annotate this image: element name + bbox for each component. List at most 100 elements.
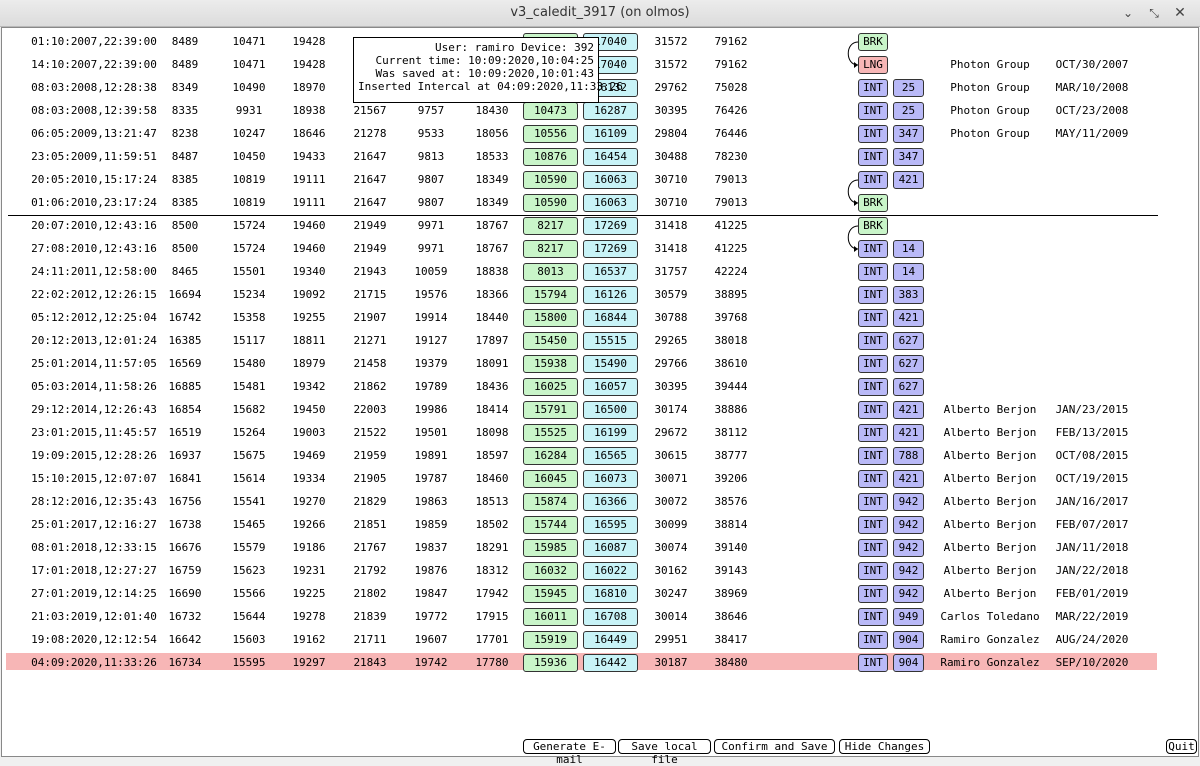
green-value-field[interactable]: 15791 bbox=[523, 401, 578, 419]
type-badge[interactable]: INT bbox=[858, 516, 888, 534]
table-row[interactable]: 27:08:2010,12:43:16 8500 15724 19460 21949 99… bbox=[2, 238, 1198, 260]
table-row[interactable]: 23:01:2015,11:45:57 16519 15264 19003 21522 1… bbox=[2, 422, 1198, 444]
cyan-value-field[interactable]: 16366 bbox=[583, 493, 638, 511]
cyan-value-field[interactable]: 16063 bbox=[583, 171, 638, 189]
table-row-selected[interactable]: 04:09:2020,11:33:26 16734 15595 19297 21843 1… bbox=[2, 652, 1198, 674]
interval-badge[interactable]: 942 bbox=[893, 562, 924, 580]
quit-button[interactable]: Quit bbox=[1166, 739, 1197, 754]
table-row[interactable]: 23:05:2009,11:59:51 8487 10450 19433 21647 98… bbox=[2, 146, 1198, 168]
cyan-value-field[interactable]: 16109 bbox=[583, 125, 638, 143]
cyan-value-field[interactable]: 16449 bbox=[583, 631, 638, 649]
cyan-value-field[interactable]: 17269 bbox=[583, 240, 638, 258]
cyan-value-field[interactable]: 16087 bbox=[583, 539, 638, 557]
interval-badge[interactable]: 627 bbox=[893, 332, 924, 350]
interval-badge[interactable]: 949 bbox=[893, 608, 924, 626]
green-value-field[interactable]: 10556 bbox=[523, 125, 578, 143]
cyan-value-field[interactable]: 16073 bbox=[583, 470, 638, 488]
interval-badge[interactable]: 14 bbox=[893, 263, 924, 281]
table-row[interactable]: 20:12:2013,12:01:24 16385 15117 18811 21271 1… bbox=[2, 330, 1198, 352]
type-badge[interactable]: INT bbox=[858, 401, 888, 419]
type-badge[interactable]: INT bbox=[858, 424, 888, 442]
interval-badge[interactable]: 904 bbox=[893, 631, 924, 649]
type-badge[interactable]: INT bbox=[858, 470, 888, 488]
green-value-field[interactable]: 10473 bbox=[523, 102, 578, 120]
green-value-field[interactable]: 16011 bbox=[523, 608, 578, 626]
table-row[interactable]: 08:03:2008,12:39:58 8335 9931 18938 21567 975… bbox=[2, 100, 1198, 122]
interval-badge[interactable]: 383 bbox=[893, 286, 924, 304]
green-value-field[interactable]: 15450 bbox=[523, 332, 578, 350]
type-badge[interactable]: INT bbox=[858, 654, 888, 672]
green-value-field[interactable]: 15744 bbox=[523, 516, 578, 534]
table-row[interactable]: 27:01:2019,12:14:25 16690 15566 19225 21802 1… bbox=[2, 583, 1198, 605]
interval-badge[interactable]: 942 bbox=[893, 493, 924, 511]
type-badge[interactable]: INT bbox=[858, 125, 888, 143]
type-badge[interactable]: INT bbox=[858, 332, 888, 350]
green-value-field[interactable]: 16284 bbox=[523, 447, 578, 465]
green-value-field[interactable]: 15525 bbox=[523, 424, 578, 442]
cyan-value-field[interactable]: 16442 bbox=[583, 654, 638, 672]
green-value-field[interactable]: 15985 bbox=[523, 539, 578, 557]
green-value-field[interactable]: 10590 bbox=[523, 171, 578, 189]
type-badge[interactable]: INT bbox=[858, 79, 888, 97]
type-badge[interactable]: INT bbox=[858, 493, 888, 511]
type-badge[interactable]: INT bbox=[858, 585, 888, 603]
type-badge[interactable]: INT bbox=[858, 240, 888, 258]
type-badge[interactable]: INT bbox=[858, 631, 888, 649]
interval-badge[interactable]: 904 bbox=[893, 654, 924, 672]
interval-badge[interactable]: 627 bbox=[893, 355, 924, 373]
cyan-value-field[interactable]: 16287 bbox=[583, 102, 638, 120]
green-value-field[interactable]: 16025 bbox=[523, 378, 578, 396]
type-badge[interactable]: INT bbox=[858, 171, 888, 189]
type-badge[interactable]: INT bbox=[858, 263, 888, 281]
cyan-value-field[interactable]: 16500 bbox=[583, 401, 638, 419]
table-row[interactable]: 19:09:2015,12:28:26 16937 15675 19469 21959 1… bbox=[2, 445, 1198, 467]
green-value-field[interactable]: 15938 bbox=[523, 355, 578, 373]
cyan-value-field[interactable]: 16810 bbox=[583, 585, 638, 603]
table-row[interactable]: 20:07:2010,12:43:16 8500 15724 19460 21949 99… bbox=[2, 215, 1198, 237]
cyan-value-field[interactable]: 16537 bbox=[583, 263, 638, 281]
interval-badge[interactable]: 421 bbox=[893, 309, 924, 327]
minimize-icon[interactable]: ⌄ bbox=[1122, 6, 1134, 20]
green-value-field[interactable]: 10876 bbox=[523, 148, 578, 166]
type-badge[interactable]: INT bbox=[858, 608, 888, 626]
table-row[interactable]: 20:05:2010,15:17:24 8385 10819 19111 21647 98… bbox=[2, 169, 1198, 191]
green-value-field[interactable]: 8217 bbox=[523, 240, 578, 258]
interval-badge[interactable]: 14 bbox=[893, 240, 924, 258]
interval-badge[interactable]: 627 bbox=[893, 378, 924, 396]
green-value-field[interactable]: 15945 bbox=[523, 585, 578, 603]
type-badge[interactable]: BRK bbox=[858, 194, 888, 212]
cyan-value-field[interactable]: 16063 bbox=[583, 194, 638, 212]
table-row[interactable]: 25:01:2017,12:16:27 16738 15465 19266 21851 1… bbox=[2, 514, 1198, 536]
cyan-value-field[interactable]: 16057 bbox=[583, 378, 638, 396]
type-badge[interactable]: LNG bbox=[858, 56, 888, 74]
type-badge[interactable]: INT bbox=[858, 539, 888, 557]
green-value-field[interactable]: 15800 bbox=[523, 309, 578, 327]
table-row[interactable]: 21:03:2019,12:01:40 16732 15644 19278 21839 1… bbox=[2, 606, 1198, 628]
cyan-value-field[interactable]: 16126 bbox=[583, 286, 638, 304]
green-value-field[interactable]: 15919 bbox=[523, 631, 578, 649]
table-row[interactable]: 05:03:2014,11:58:26 16885 15481 19342 21862 1… bbox=[2, 376, 1198, 398]
cyan-value-field[interactable]: 16454 bbox=[583, 148, 638, 166]
interval-badge[interactable]: 942 bbox=[893, 539, 924, 557]
interval-badge[interactable]: 421 bbox=[893, 401, 924, 419]
table-row[interactable]: 01:06:2010,23:17:24 8385 10819 19111 21647 98… bbox=[2, 192, 1198, 214]
table-row[interactable]: 01:10:2007,22:39:00848910471194282157111… bbox=[2, 31, 1198, 53]
maximize-icon[interactable]: ⤡ bbox=[1149, 6, 1159, 20]
cyan-value-field[interactable]: 16565 bbox=[583, 447, 638, 465]
type-badge[interactable]: INT bbox=[858, 562, 888, 580]
type-badge[interactable]: INT bbox=[858, 355, 888, 373]
green-value-field[interactable]: 16032 bbox=[523, 562, 578, 580]
type-badge[interactable]: INT bbox=[858, 148, 888, 166]
interval-badge[interactable]: 25 bbox=[893, 102, 924, 120]
table-row[interactable]: 19:08:2020,12:12:54 16642 15603 19162 21711 1… bbox=[2, 629, 1198, 651]
interval-badge[interactable]: 25 bbox=[893, 79, 924, 97]
table-row[interactable]: 29:12:2014,12:26:43 16854 15682 19450 22003 1… bbox=[2, 399, 1198, 421]
interval-badge[interactable]: 942 bbox=[893, 516, 924, 534]
cyan-value-field[interactable]: 15490 bbox=[583, 355, 638, 373]
table-row[interactable]: 15:10:2015,12:07:07 16841 15614 19334 21905 1… bbox=[2, 468, 1198, 490]
green-value-field[interactable]: 15874 bbox=[523, 493, 578, 511]
green-value-field[interactable]: 15794 bbox=[523, 286, 578, 304]
close-icon[interactable]: ✕ bbox=[1174, 5, 1186, 21]
hide-changes-button[interactable]: Hide Changes bbox=[839, 739, 930, 754]
table-row[interactable]: 28:12:2016,12:35:43 16756 15541 19270 21829 1… bbox=[2, 491, 1198, 513]
